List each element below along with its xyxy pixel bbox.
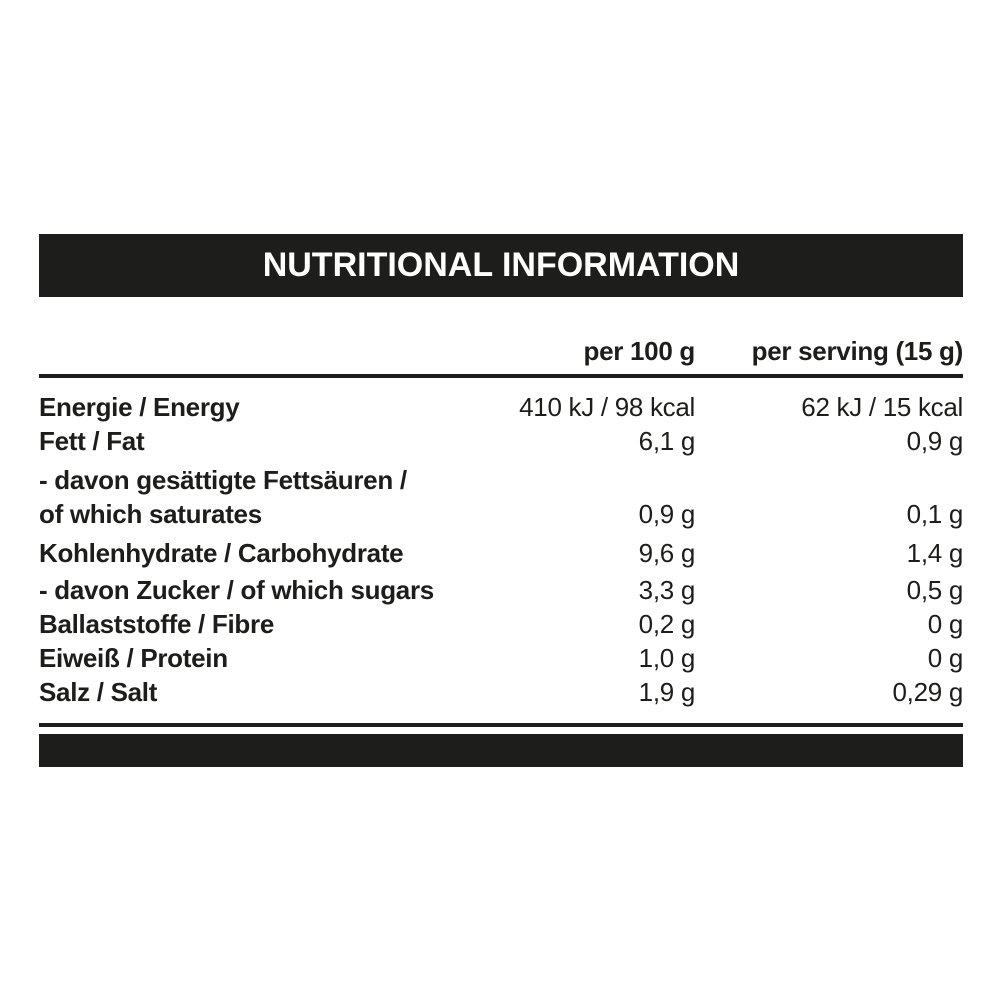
row-label: Eiweiß / Protein: [39, 643, 228, 673]
column-header-per-serving: per serving (15 g): [751, 336, 964, 366]
row-label: Fett / Fat: [39, 426, 145, 456]
row-value-per-100g: 0,9 g: [638, 499, 696, 529]
row-value-per-serving: 0,1 g: [906, 499, 964, 529]
row-value-per-serving: 0 g: [927, 609, 964, 639]
table-row-saturates: - davon gesättigte Fettsäuren / of which…: [39, 463, 963, 531]
page-title: NUTRITIONAL INFORMATION: [262, 246, 740, 284]
title-bar: NUTRITIONAL INFORMATION: [39, 234, 963, 297]
footer-bar: [39, 734, 963, 767]
table-row-protein: Eiweiß / Protein 1,0 g 0 g: [39, 641, 963, 675]
row-value-per-serving: 62 kJ / 15 kcal: [801, 392, 963, 422]
nutrition-label: NUTRITIONAL INFORMATION per 100 g per se…: [39, 234, 963, 767]
row-label: - davon Zucker / of which sugars: [39, 575, 434, 605]
row-label-line-1: - davon gesättigte Fettsäuren /: [39, 465, 407, 495]
row-value-per-serving: 1,4 g: [906, 538, 964, 568]
column-header-spacer: [39, 337, 510, 365]
table-row-salt: Salz / Salt 1,9 g 0,29 g: [39, 675, 963, 709]
row-value-per-100g: 3,3 g: [638, 575, 696, 605]
row-value-per-serving: 0,5 g: [906, 575, 964, 605]
row-value-per-serving: 0 g: [927, 643, 964, 673]
row-value-per-100g: 1,9 g: [638, 677, 696, 707]
row-value-per-100g: 9,6 g: [638, 538, 696, 568]
column-header-per-100g: per 100 g: [583, 336, 696, 366]
column-header-row: per 100 g per serving (15 g): [39, 336, 964, 366]
table-row-sugars: - davon Zucker / of which sugars 3,3 g 0…: [39, 573, 963, 607]
table-row-carbohydrate: Kohlenhydrate / Carbohydrate 9,6 g 1,4 g: [39, 536, 963, 570]
table-row-fat: Fett / Fat 6,1 g 0,9 g: [39, 424, 963, 458]
row-value-per-100g: 1,0 g: [638, 643, 696, 673]
row-label: Salz / Salt: [39, 677, 158, 707]
row-value-per-100g: 410 kJ / 98 kcal: [519, 392, 695, 422]
row-label: Kohlenhydrate / Carbohydrate: [39, 538, 404, 568]
row-label: Energie / Energy: [39, 392, 240, 422]
table-row-energy: Energie / Energy 410 kJ / 98 kcal 62 kJ …: [39, 390, 963, 424]
row-value-per-100g: 0,2 g: [638, 609, 696, 639]
footer-divider-rule: [39, 723, 963, 727]
table-row-fibre: Ballaststoffe / Fibre 0,2 g 0 g: [39, 607, 963, 641]
row-value-per-100g: 6,1 g: [638, 426, 696, 456]
row-value-per-serving: 0,9 g: [906, 426, 964, 456]
row-label: Ballaststoffe / Fibre: [39, 609, 274, 639]
row-value-per-serving: 0,29 g: [892, 677, 964, 707]
nutrition-table: Energie / Energy 410 kJ / 98 kcal 62 kJ …: [39, 378, 963, 709]
header-divider-rule: [39, 374, 963, 378]
row-label-line-2: of which saturates: [39, 499, 262, 529]
row-label: - davon gesättigte Fettsäuren / of which…: [39, 463, 510, 531]
